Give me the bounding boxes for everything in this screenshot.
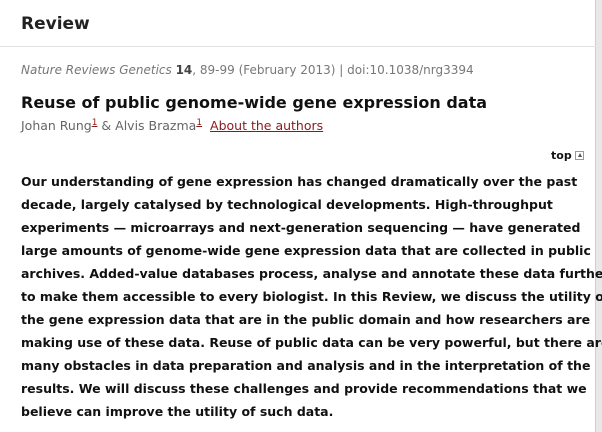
abstract-line: believe can improve the utility of such … — [21, 404, 334, 419]
about-authors-link[interactable]: About the authors — [210, 118, 324, 134]
abstract: Our understanding of gene expression has… — [21, 170, 602, 423]
section-heading: Review — [21, 14, 90, 34]
abstract-line: Our understanding of gene expression has… — [21, 174, 578, 189]
divider — [0, 46, 596, 47]
arrow-up-icon — [574, 151, 584, 160]
abstract-line: many obstacles in data preparation and a… — [21, 358, 591, 373]
author-connector: & — [97, 118, 116, 134]
abstract-line: experiments — microarrays and next-gener… — [21, 220, 581, 235]
author-name: Johan Rung — [21, 118, 92, 134]
top-label: top — [551, 149, 572, 162]
citation-details: , 89-99 (February 2013) | doi:10.1038/nr… — [192, 63, 474, 77]
citation: Nature Reviews Genetics 14, 89-99 (Febru… — [21, 63, 474, 77]
article-title: Reuse of public genome-wide gene express… — [21, 93, 488, 112]
abstract-line: making use of these data. Reuse of publi… — [21, 335, 602, 350]
abstract-line: results. We will discuss these challenge… — [21, 381, 587, 396]
author-list: Johan Rung1 & Alvis Brazma1 About the au… — [21, 118, 323, 133]
abstract-line: to make them accessible to every biologi… — [21, 289, 602, 304]
affiliation-link[interactable]: 1 — [91, 118, 98, 128]
abstract-line: archives. Added-value databases process,… — [21, 266, 602, 281]
abstract-line: decade, largely catalysed by technologic… — [21, 197, 553, 212]
author-name: Alvis Brazma — [115, 118, 197, 134]
journal-name: Nature Reviews Genetics — [21, 63, 172, 77]
abstract-line: large amounts of genome-wide gene expres… — [21, 243, 591, 258]
abstract-line: the gene expression data that are in the… — [21, 312, 591, 327]
journal-volume: 14 — [175, 63, 193, 77]
affiliation-link[interactable]: 1 — [196, 118, 203, 128]
back-to-top-link[interactable]: top — [551, 149, 584, 162]
